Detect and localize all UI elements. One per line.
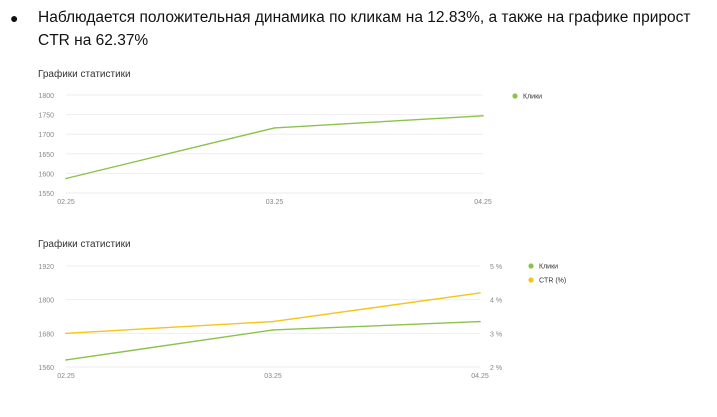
x-tick-label: 04.25 (471, 373, 489, 380)
bullet-marker: ● (10, 10, 19, 26)
y-tick-label: 1920 (38, 264, 54, 271)
data-point (273, 127, 276, 129)
chart-2: 1560 1680 1800 1920 2 % 3 % 4 % 5 % 02.25 03.25 04… (38, 263, 566, 380)
y-tick-label: 1800 (38, 298, 54, 305)
data-point (65, 332, 67, 335)
data-point (65, 177, 67, 180)
legend-marker (528, 277, 534, 283)
legend-label: CTR (%) (539, 278, 566, 285)
chart1-title: Графики статистики (38, 69, 131, 80)
data-point (272, 329, 274, 331)
legend-marker (512, 93, 518, 99)
summary-bullet: ● Наблюдается положительная динамика по … (10, 6, 710, 52)
series-line-1 (65, 115, 484, 180)
y2-tick-label: 2 % (490, 365, 502, 372)
series-line-1 (65, 320, 481, 361)
legend-label: Клики (523, 94, 542, 101)
y-tick-label: 1650 (38, 152, 54, 159)
legend-marker (528, 263, 534, 269)
data-point (272, 320, 274, 323)
y-tick-label: 1700 (38, 132, 54, 139)
x-tick-label: 02.25 (57, 373, 75, 380)
x-tick-label: 03.25 (264, 373, 282, 380)
x-tick-label: 04.25 (474, 199, 492, 206)
y-tick-label: 1750 (38, 113, 54, 120)
y-tick-label: 1800 (38, 93, 54, 100)
x-tick-label: 03.25 (266, 199, 284, 206)
data-point (482, 114, 484, 117)
y-tick-label: 1550 (38, 191, 54, 198)
y2-tick-label: 4 % (490, 298, 502, 305)
summary-text: Наблюдается положительная динамика по кл… (38, 9, 691, 49)
y-tick-label: 1600 (38, 171, 54, 178)
chart2-title: Графики статистики (38, 239, 131, 250)
chart-1: 1550 1600 1650 1700 1750 1800 02.25 03.25 04.25 К… (38, 93, 542, 206)
x-tick-label: 02.25 (57, 199, 75, 206)
data-point (479, 320, 481, 323)
series-line-2 (65, 292, 481, 335)
legend-label: Клики (539, 264, 558, 271)
data-point (65, 359, 67, 361)
y2-tick-label: 3 % (490, 331, 502, 338)
y-tick-label: 1680 (38, 331, 54, 338)
y-tick-label: 1560 (38, 365, 54, 372)
data-point (479, 292, 481, 294)
y2-tick-label: 5 % (490, 264, 502, 271)
